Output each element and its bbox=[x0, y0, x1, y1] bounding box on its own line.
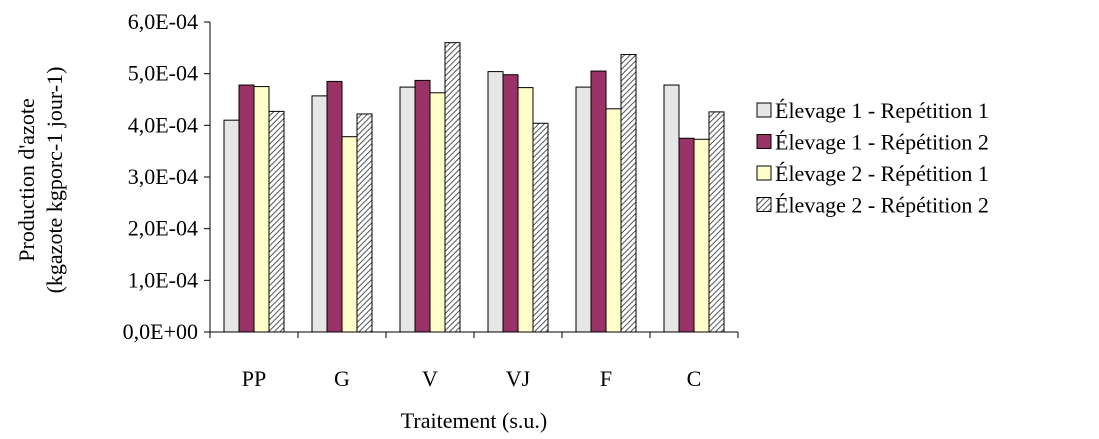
bar bbox=[223, 119, 240, 333]
bar bbox=[253, 86, 270, 333]
legend-label: Élevage 1 - Répétition 2 bbox=[775, 130, 989, 155]
bar bbox=[238, 84, 255, 333]
bar bbox=[502, 74, 519, 333]
bar bbox=[517, 87, 534, 333]
bar bbox=[444, 42, 461, 333]
legend: Élevage 1 - Repétition 1 Élevage 1 - Répé… bbox=[756, 98, 989, 218]
plot-area bbox=[223, 42, 725, 333]
bar bbox=[311, 95, 328, 333]
x-tick-label: G bbox=[334, 366, 350, 391]
y-tick-label: 3,0E-04 bbox=[128, 164, 198, 189]
legend-label: Élevage 2 - Répétition 2 bbox=[775, 193, 989, 218]
bar bbox=[605, 108, 622, 333]
legend-swatch bbox=[756, 134, 772, 149]
bar bbox=[326, 80, 343, 333]
y-tick-label: 5,0E-04 bbox=[128, 61, 198, 86]
x-axis-title: Traitement (s.u.) bbox=[401, 408, 547, 433]
x-tick-label: PP bbox=[242, 366, 266, 391]
y-tick-label: 0,0E+00 bbox=[123, 319, 198, 344]
legend-swatch bbox=[756, 165, 772, 181]
bar bbox=[399, 86, 416, 333]
bar bbox=[268, 110, 285, 333]
legend-swatch bbox=[756, 102, 772, 118]
y-tick-label: 1,0E-04 bbox=[128, 267, 198, 292]
x-tick-label: VJ bbox=[506, 366, 531, 391]
bar bbox=[532, 122, 549, 333]
bar bbox=[663, 84, 680, 333]
x-tick-label: F bbox=[600, 366, 612, 391]
x-tick-label: V bbox=[422, 366, 438, 391]
bar bbox=[575, 86, 592, 333]
legend-label: Élevage 2 - Répétition 1 bbox=[775, 161, 989, 186]
bar bbox=[414, 79, 431, 333]
bar bbox=[678, 137, 695, 333]
y-tick-label: 2,0E-04 bbox=[128, 216, 198, 241]
y-tick-label: 4,0E-04 bbox=[128, 112, 198, 137]
bar bbox=[429, 92, 446, 333]
bar bbox=[693, 138, 710, 333]
bar bbox=[620, 54, 637, 333]
y-axis-title-line1: Production d'azote bbox=[14, 98, 39, 261]
bar bbox=[341, 136, 358, 333]
x-axis: PP G V VJ F C bbox=[209, 331, 739, 391]
y-axis: 0,0E+00 1,0E-04 2,0E-04 3,0E-04 4,0E-04 5,0E-… bbox=[123, 9, 211, 344]
bar bbox=[487, 71, 504, 333]
y-axis-title-line2: (kgazote kgporc-1 jour-1) bbox=[42, 67, 67, 294]
bar bbox=[708, 111, 725, 333]
x-tick-label: C bbox=[687, 366, 702, 391]
legend-label: Élevage 1 - Repétition 1 bbox=[775, 98, 989, 123]
bar bbox=[590, 70, 607, 333]
y-tick-label: 6,0E-04 bbox=[128, 9, 198, 34]
legend-swatch bbox=[756, 197, 772, 212]
bar bbox=[356, 113, 373, 333]
